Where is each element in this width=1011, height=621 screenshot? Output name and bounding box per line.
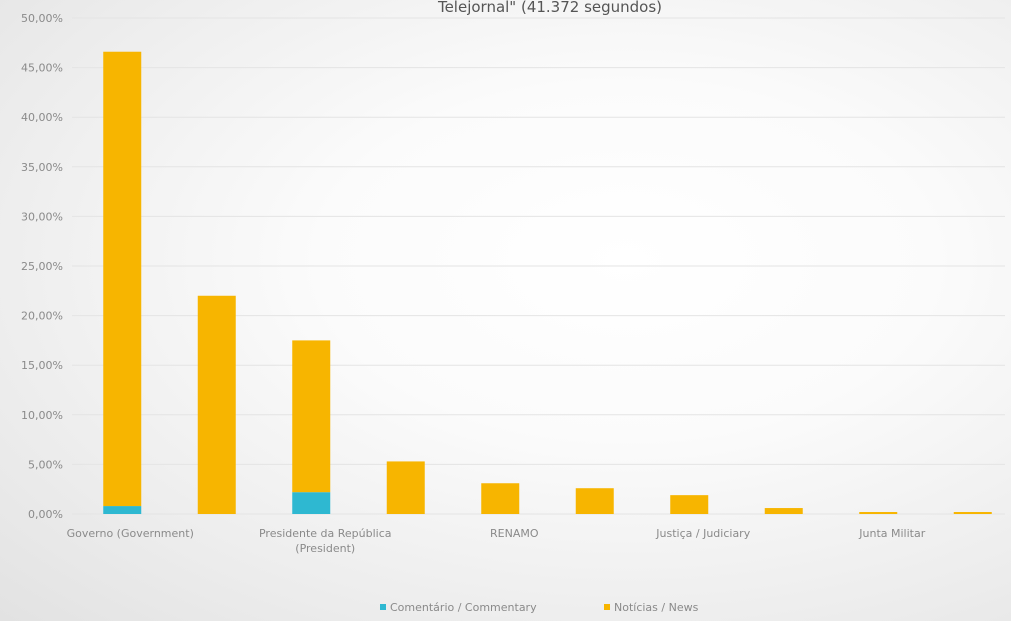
y-tick-label: 5,00% bbox=[28, 458, 63, 471]
bar-segment bbox=[386, 461, 425, 514]
legend-label: Comentário / Commentary bbox=[390, 601, 537, 614]
bar-segment bbox=[670, 495, 709, 514]
y-tick-label: 20,00% bbox=[21, 310, 63, 323]
bar-segment bbox=[953, 512, 992, 514]
x-tick-label: Presidente da República bbox=[259, 527, 392, 540]
bar-segment bbox=[103, 51, 142, 507]
x-tick-label: RENAMO bbox=[490, 527, 539, 540]
legend-label: Notícias / News bbox=[614, 601, 699, 614]
y-tick-label: 45,00% bbox=[21, 62, 63, 75]
x-axis-category-labels: Governo (Government) Presidente da Repúbl… bbox=[67, 527, 926, 555]
legend-swatch bbox=[380, 604, 386, 610]
y-tick-label: 30,00% bbox=[21, 210, 63, 223]
x-tick-label: Governo (Government) bbox=[67, 527, 194, 540]
bar-segment bbox=[859, 512, 898, 514]
bar-segment bbox=[197, 295, 236, 514]
y-tick-label: 10,00% bbox=[21, 409, 63, 422]
y-tick-label: 0,00% bbox=[28, 508, 63, 521]
bar-segment bbox=[292, 492, 331, 514]
bar-segment bbox=[292, 340, 331, 493]
legend-swatch bbox=[604, 604, 610, 610]
y-tick-label: 40,00% bbox=[21, 111, 63, 124]
bar-segment bbox=[103, 506, 142, 514]
y-axis-tick-labels: 0,00% 5,00% 10,00% 15,00% 20,00% 25,00% 30,00%… bbox=[21, 12, 63, 521]
x-tick-label: (President) bbox=[295, 542, 355, 555]
x-tick-label: Junta Militar bbox=[858, 527, 925, 540]
bar-segment bbox=[481, 483, 520, 514]
y-tick-label: 25,00% bbox=[21, 260, 63, 273]
legend: Comentário / Commentary Notícias / News bbox=[380, 601, 699, 614]
y-tick-label: 15,00% bbox=[21, 359, 63, 372]
y-tick-label: 50,00% bbox=[21, 12, 63, 25]
bars bbox=[103, 51, 992, 514]
x-tick-label: Justiça / Judiciary bbox=[655, 527, 750, 540]
y-tick-label: 35,00% bbox=[21, 161, 63, 174]
bar-segment bbox=[764, 508, 803, 514]
chart-title: Telejornal" (41.372 segundos) bbox=[437, 0, 662, 16]
bar-segment bbox=[575, 488, 614, 514]
